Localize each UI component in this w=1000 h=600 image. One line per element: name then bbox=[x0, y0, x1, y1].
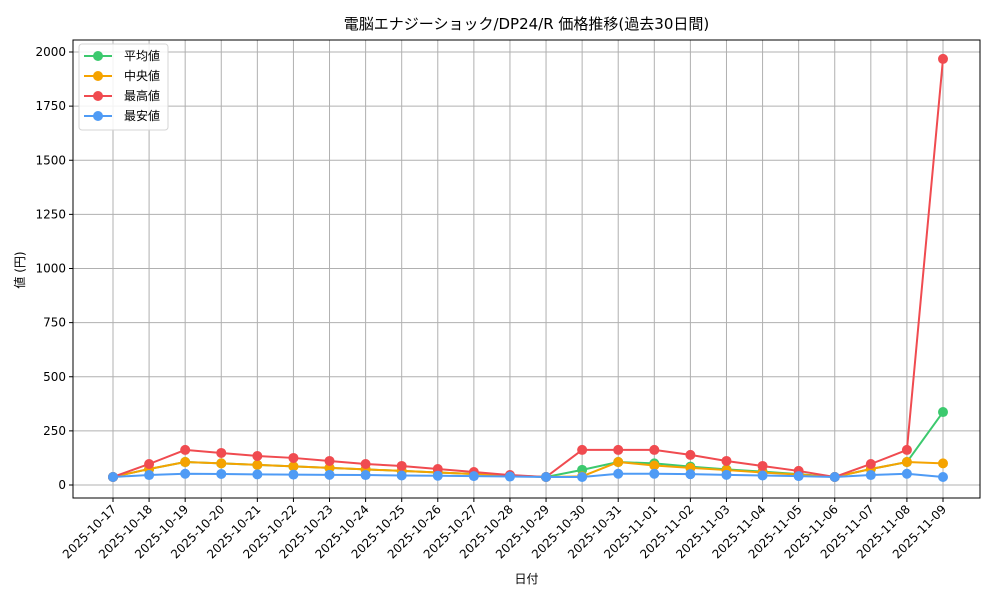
y-tick-label: 1000 bbox=[35, 262, 66, 276]
y-tick-label: 1500 bbox=[35, 153, 66, 167]
data-point bbox=[288, 452, 299, 463]
data-point bbox=[180, 457, 191, 468]
data-point bbox=[938, 471, 948, 482]
data-point bbox=[613, 457, 624, 468]
data-point bbox=[901, 468, 912, 479]
legend-item: 最安値 bbox=[84, 108, 160, 123]
data-point bbox=[324, 455, 335, 466]
data-point bbox=[324, 469, 335, 480]
data-point bbox=[216, 458, 227, 469]
legend-marker-icon bbox=[93, 51, 103, 61]
data-point bbox=[613, 468, 624, 479]
data-point bbox=[288, 461, 299, 472]
series-line bbox=[108, 457, 948, 482]
data-point bbox=[649, 468, 660, 479]
legend-item: 平均値 bbox=[84, 48, 160, 63]
data-point bbox=[324, 462, 335, 473]
data-point bbox=[144, 458, 155, 469]
data-point bbox=[938, 53, 948, 64]
data-point bbox=[144, 470, 155, 481]
data-point bbox=[252, 459, 263, 470]
data-point bbox=[938, 407, 948, 418]
data-point bbox=[901, 457, 912, 468]
data-point bbox=[180, 468, 191, 479]
data-point bbox=[541, 471, 552, 482]
data-point bbox=[216, 468, 227, 479]
legend-label: 中央値 bbox=[124, 68, 160, 83]
data-point bbox=[288, 469, 299, 480]
data-point bbox=[252, 469, 263, 480]
series-line bbox=[108, 53, 948, 482]
data-point bbox=[829, 471, 840, 482]
data-point bbox=[649, 460, 660, 471]
legend-label: 最安値 bbox=[124, 108, 160, 123]
legend-label: 最高値 bbox=[124, 88, 160, 103]
y-axis: 0 250 500 750 1000 1250 1500 1750 2000 bbox=[35, 45, 73, 492]
data-point bbox=[108, 471, 118, 482]
data-point bbox=[938, 458, 948, 469]
data-point bbox=[721, 469, 732, 480]
series-line bbox=[108, 468, 948, 482]
grid bbox=[73, 40, 980, 498]
data-point bbox=[721, 455, 732, 466]
chart-title: 電脳エナジーショック/DP24/R 価格推移(過去30日間) bbox=[344, 15, 709, 33]
y-tick-label: 250 bbox=[43, 424, 66, 438]
data-point bbox=[685, 449, 696, 460]
y-tick-label: 0 bbox=[58, 478, 66, 492]
y-tick-label: 2000 bbox=[35, 45, 66, 59]
y-tick-label: 1750 bbox=[35, 99, 66, 113]
data-point bbox=[432, 470, 443, 481]
data-point bbox=[396, 460, 407, 471]
legend-label: 平均値 bbox=[124, 48, 160, 63]
legend-item: 中央値 bbox=[84, 68, 160, 83]
legend-marker-icon bbox=[93, 91, 103, 101]
data-point bbox=[468, 471, 479, 482]
data-point bbox=[865, 458, 876, 469]
data-point bbox=[577, 444, 588, 455]
data-point bbox=[865, 470, 876, 481]
legend-marker-icon bbox=[93, 111, 103, 121]
legend-marker-icon bbox=[93, 71, 103, 81]
data-point bbox=[504, 471, 515, 482]
x-axis: 2025-10-172025-10-182025-10-192025-10-20… bbox=[60, 498, 949, 561]
y-axis-label: 値 (円) bbox=[12, 251, 27, 288]
data-point bbox=[613, 444, 624, 455]
data-point bbox=[360, 470, 371, 481]
x-axis-label: 日付 bbox=[514, 572, 538, 586]
data-point bbox=[757, 470, 768, 481]
data-point bbox=[396, 470, 407, 481]
legend-item: 最高値 bbox=[84, 88, 160, 103]
data-point bbox=[685, 469, 696, 480]
data-point bbox=[216, 447, 227, 458]
data-point bbox=[577, 471, 588, 482]
data-point bbox=[793, 471, 804, 482]
data-point bbox=[901, 444, 912, 455]
y-tick-label: 750 bbox=[43, 316, 66, 330]
data-point bbox=[360, 458, 371, 469]
data-point bbox=[180, 444, 191, 455]
y-tick-label: 1250 bbox=[35, 207, 66, 221]
data-point bbox=[757, 460, 768, 471]
y-tick-label: 500 bbox=[43, 370, 66, 384]
series-line bbox=[108, 407, 948, 482]
data-point bbox=[252, 450, 263, 461]
data-point bbox=[649, 444, 660, 455]
